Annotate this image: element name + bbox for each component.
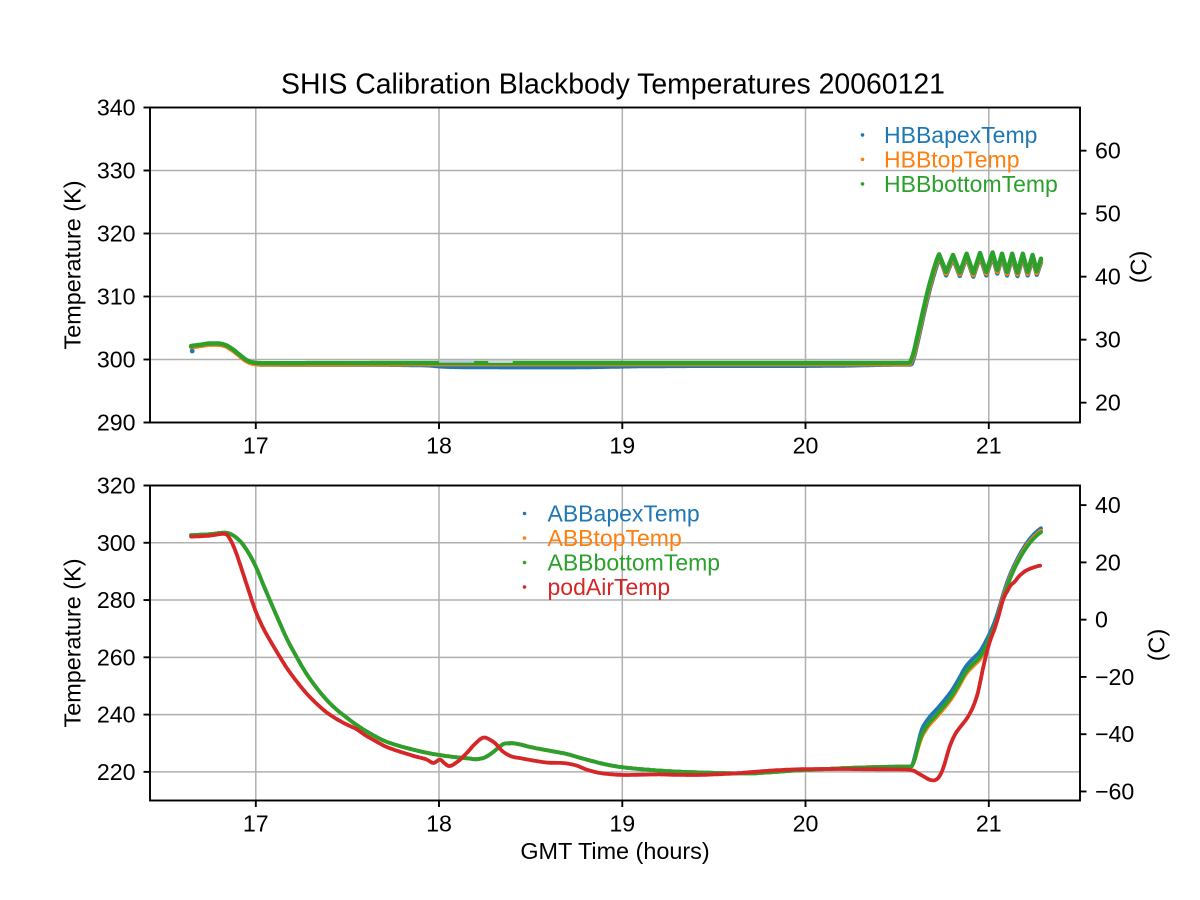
- svg-text:17: 17: [243, 433, 269, 459]
- svg-text:SHIS Calibration Blackbody Tem: SHIS Calibration Blackbody Temperatures …: [281, 69, 945, 101]
- svg-text:17: 17: [243, 811, 269, 837]
- svg-text:GMT Time (hours): GMT Time (hours): [520, 838, 709, 864]
- svg-text:20: 20: [1095, 549, 1121, 575]
- svg-text:60: 60: [1095, 138, 1121, 164]
- svg-text:30: 30: [1095, 327, 1121, 353]
- svg-text:40: 40: [1095, 492, 1121, 518]
- svg-text:320: 320: [97, 473, 136, 499]
- svg-text:220: 220: [97, 759, 136, 785]
- svg-text:300: 300: [97, 347, 136, 373]
- svg-text:240: 240: [97, 702, 136, 728]
- svg-text:HBBapexTemp: HBBapexTemp: [884, 122, 1037, 148]
- svg-text:HBBtopTemp: HBBtopTemp: [884, 146, 1020, 172]
- svg-text:290: 290: [97, 410, 136, 436]
- svg-text:40: 40: [1095, 264, 1121, 290]
- svg-text:300: 300: [97, 530, 136, 556]
- svg-text:330: 330: [97, 158, 136, 184]
- svg-text:Temperature (K): Temperature (K): [60, 559, 86, 728]
- svg-text:50: 50: [1095, 201, 1121, 227]
- svg-text:ABBapexTemp: ABBapexTemp: [548, 501, 700, 527]
- svg-text:(C): (C): [1126, 251, 1152, 283]
- svg-text:20: 20: [793, 433, 819, 459]
- svg-text:−60: −60: [1095, 779, 1134, 805]
- svg-text:260: 260: [97, 644, 136, 670]
- svg-text:HBBbottomTemp: HBBbottomTemp: [884, 171, 1058, 197]
- svg-text:340: 340: [97, 95, 136, 121]
- svg-text:Temperature (K): Temperature (K): [60, 181, 86, 350]
- svg-text:(C): (C): [1144, 629, 1170, 661]
- svg-text:320: 320: [97, 221, 136, 247]
- svg-text:ABBbottomTemp: ABBbottomTemp: [548, 550, 721, 576]
- svg-text:18: 18: [426, 433, 452, 459]
- svg-text:−40: −40: [1095, 721, 1134, 747]
- svg-text:19: 19: [609, 811, 635, 837]
- svg-text:20: 20: [1095, 390, 1121, 416]
- svg-text:−20: −20: [1095, 664, 1134, 690]
- svg-text:18: 18: [426, 811, 452, 837]
- svg-text:21: 21: [976, 811, 1002, 837]
- svg-text:20: 20: [793, 811, 819, 837]
- svg-text:21: 21: [976, 433, 1002, 459]
- svg-text:19: 19: [609, 433, 635, 459]
- svg-text:0: 0: [1095, 607, 1108, 633]
- svg-text:podAirTemp: podAirTemp: [548, 574, 671, 600]
- svg-text:ABBtopTemp: ABBtopTemp: [548, 525, 682, 551]
- svg-text:280: 280: [97, 587, 136, 613]
- svg-text:310: 310: [97, 284, 136, 310]
